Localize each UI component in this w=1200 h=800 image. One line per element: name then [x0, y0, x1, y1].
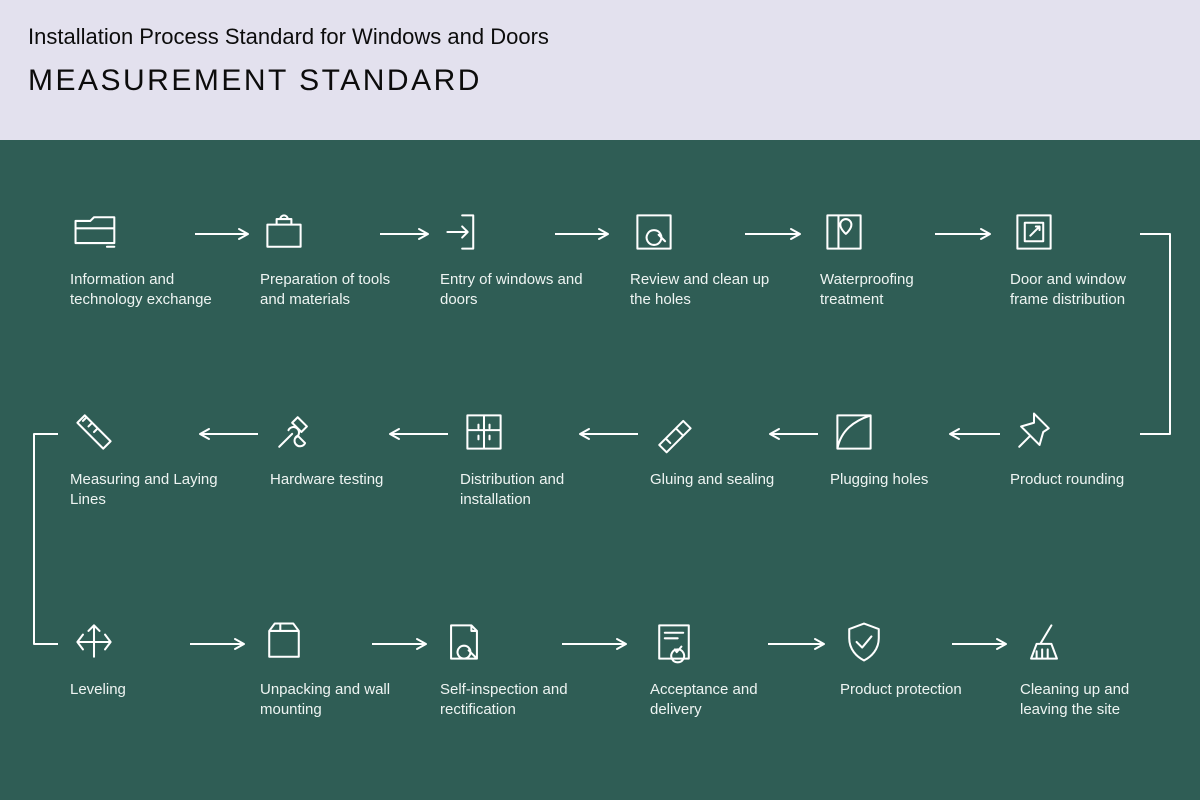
step-entry: Entry of windows and doors — [440, 200, 590, 311]
step-label: Self-inspection and rectification — [440, 680, 590, 721]
folder-icon — [70, 200, 220, 256]
broom-icon — [1020, 610, 1170, 666]
tools-icon — [270, 400, 420, 456]
inspect-icon — [440, 610, 590, 666]
plug-icon — [830, 400, 980, 456]
step-label: Gluing and sealing — [650, 470, 800, 490]
step-protection: Product protection — [840, 610, 990, 700]
step-measuring: Measuring and Laying Lines — [70, 400, 220, 511]
header: Installation Process Standard for Window… — [0, 0, 1200, 140]
flow-connector — [34, 434, 58, 644]
step-review-holes: Review and clean up the holes — [630, 200, 780, 311]
waterproof-icon — [820, 200, 970, 256]
step-label: Product protection — [840, 680, 990, 700]
step-label: Review and clean up the holes — [630, 270, 780, 311]
step-hardware-test: Hardware testing — [270, 400, 420, 490]
step-waterproofing: Waterproofing treatment — [820, 200, 970, 311]
step-label: Waterproofing treatment — [820, 270, 970, 311]
cabinet-icon — [460, 400, 610, 456]
step-label: Distribution and installation — [460, 470, 610, 511]
rulers-icon — [70, 400, 220, 456]
step-gluing: Gluing and sealing — [650, 400, 800, 490]
step-label: Unpacking and wall mounting — [260, 680, 410, 721]
step-label: Entry of windows and doors — [440, 270, 590, 311]
step-label: Hardware testing — [270, 470, 420, 490]
step-self-inspect: Self-inspection and rectification — [440, 610, 590, 721]
step-acceptance: Acceptance and delivery — [650, 610, 800, 721]
pin-icon — [1010, 400, 1160, 456]
step-leveling: Leveling — [70, 610, 220, 700]
step-label: Preparation of tools and materials — [260, 270, 410, 311]
briefcase-icon — [260, 200, 410, 256]
step-frame-dist: Door and window frame distribution — [1010, 200, 1160, 311]
header-subtitle: Installation Process Standard for Window… — [28, 24, 1172, 50]
step-label: Acceptance and delivery — [650, 680, 800, 721]
leveling-icon — [70, 610, 220, 666]
step-plugging: Plugging holes — [830, 400, 980, 490]
accept-icon — [650, 610, 800, 666]
step-rounding: Product rounding — [1010, 400, 1160, 490]
step-label: Measuring and Laying Lines — [70, 470, 220, 511]
unpack-icon — [260, 610, 410, 666]
shield-icon — [840, 610, 990, 666]
frame-dist-icon — [1010, 200, 1160, 256]
step-label: Plugging holes — [830, 470, 980, 490]
step-prep-tools: Preparation of tools and materials — [260, 200, 410, 311]
step-label: Leveling — [70, 680, 220, 700]
step-dist-install: Distribution and installation — [460, 400, 610, 511]
step-info-exchange: Information and technology exchange — [70, 200, 220, 311]
step-label: Door and window frame distribution — [1010, 270, 1160, 311]
step-cleaning: Cleaning up and leaving the site — [1020, 610, 1170, 721]
header-title: MEASUREMENT STANDARD — [28, 64, 1172, 98]
step-label: Product rounding — [1010, 470, 1160, 490]
step-label: Information and technology exchange — [70, 270, 220, 311]
glue-icon — [650, 400, 800, 456]
flow-canvas: Information and technology exchange Prepa… — [0, 140, 1200, 800]
step-label: Cleaning up and leaving the site — [1020, 680, 1170, 721]
magnify-box-icon — [630, 200, 780, 256]
step-unpacking: Unpacking and wall mounting — [260, 610, 410, 721]
door-entry-icon — [440, 200, 590, 256]
